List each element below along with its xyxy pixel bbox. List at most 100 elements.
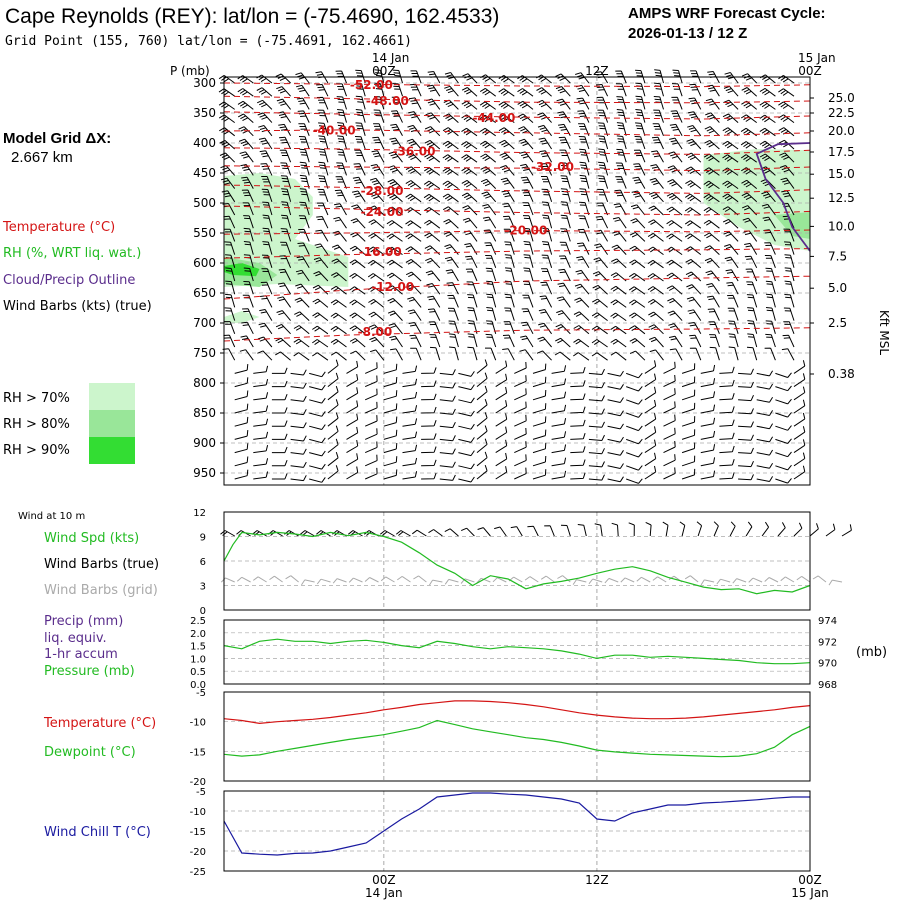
upper-barb-399	[723, 231, 739, 242]
upper-barb-862	[700, 430, 716, 440]
upper-barb-607	[555, 324, 571, 335]
upper-barb-329	[579, 201, 590, 216]
upper-barb-377	[315, 229, 329, 242]
upper-barb-94	[237, 113, 254, 123]
upper-barb-228	[424, 167, 441, 176]
upper-barb-464	[784, 254, 795, 268]
upper-barb-735	[644, 373, 657, 388]
upper-barb-715	[271, 380, 288, 388]
upper-barb-286	[351, 190, 366, 203]
upper-barb-450	[523, 254, 534, 268]
upper-barb-295	[521, 189, 534, 203]
upper-barb-38	[355, 82, 366, 97]
upper-barb-953	[663, 467, 676, 480]
upper-barb-470	[313, 271, 329, 282]
upper-barb-428	[685, 246, 702, 255]
upper-barb-381	[386, 233, 403, 242]
upper-barb-462	[744, 255, 758, 269]
upper-barb-771	[738, 394, 754, 402]
forecast-cycle-label: AMPS WRF Forecast Cycle:	[628, 5, 826, 22]
upper-barb-805	[793, 399, 806, 414]
sfc-barb-grid-32	[732, 578, 747, 584]
upper-barb-139	[498, 127, 515, 137]
page-title: Cape Reynolds (REY): lat/lon = (-75.4690…	[5, 5, 499, 28]
upper-barb-614	[688, 322, 702, 335]
upper-barb-517	[610, 285, 627, 295]
upper-barb-807	[253, 418, 269, 427]
upper-barb-115	[635, 109, 646, 123]
upper-barb-100	[355, 109, 366, 123]
grid-point-subtitle: Grid Point (155, 760) lat/lon = (-75.469…	[5, 34, 412, 49]
sfc-barb-grid-36	[796, 575, 811, 583]
upper-barb-943	[476, 464, 488, 480]
upper-barb-213	[722, 154, 739, 163]
upper-barb-438	[296, 256, 310, 269]
sfc-barb-true-29	[696, 521, 703, 537]
p3-axis-label-0: -5	[196, 688, 206, 699]
upper-barb-469	[295, 269, 310, 282]
upper-barb-37	[336, 83, 347, 97]
upper-barb-867	[793, 426, 806, 440]
upper-barb-872	[309, 450, 326, 457]
upper-barb-182	[722, 140, 739, 150]
height-tick-label-9: 2.5	[828, 316, 847, 330]
upper-barb-339	[761, 203, 776, 216]
upper-barb-706	[681, 363, 696, 374]
upper-barb-346	[316, 216, 329, 229]
upper-barb-931	[253, 471, 269, 480]
upper-barb-800	[700, 404, 716, 414]
precip-pressure-panel: Precip (mm) liq. equiv. 1-hr accum Press…	[44, 614, 887, 691]
upper-barb-649	[765, 333, 776, 348]
upper-barb-284	[317, 188, 329, 202]
upper-barb-205	[579, 148, 590, 163]
upper-barb-388	[523, 227, 534, 242]
upper-barb-934	[309, 477, 326, 483]
p2-axis-label-5: 2.5	[190, 616, 206, 627]
upper-barb-675	[669, 348, 683, 361]
upper-barb-325	[502, 203, 515, 216]
isotherm-label-1: -48.00	[366, 94, 409, 108]
upper-barb-585	[727, 307, 739, 321]
isotherm-4	[223, 147, 811, 155]
upper-barb-277	[760, 178, 776, 189]
upper-barb-289	[405, 193, 422, 203]
upper-barb-556	[765, 293, 776, 308]
upper-barb-845	[383, 429, 398, 440]
upper-barb-31	[218, 88, 235, 97]
upper-barb-131	[355, 122, 366, 136]
upper-barb-267	[579, 174, 590, 189]
sfc-barb-true-22	[577, 524, 587, 537]
upper-barb-513	[540, 281, 553, 295]
upper-barb-3	[275, 73, 291, 84]
upper-barb-45	[479, 87, 496, 97]
upper-barb-420	[542, 241, 553, 255]
upper-barb-648	[747, 333, 758, 348]
upper-barb-43	[444, 85, 459, 97]
upper-barb-731	[570, 380, 586, 388]
upper-barb-642	[629, 338, 646, 348]
upper-barb-488	[647, 273, 664, 282]
upper-barb-676	[689, 347, 702, 361]
upper-barb-916	[551, 457, 567, 467]
upper-barb-75	[461, 100, 478, 110]
upper-barb-66	[296, 97, 310, 110]
upper-barb-375	[280, 228, 292, 242]
upper-barb-364	[648, 219, 664, 229]
wind-10m-panel: Wind at 10 m Wind Spd (kts) Wind Barbs (…	[18, 508, 852, 617]
upper-barb-51	[595, 84, 609, 97]
legend-rh70-label: RH > 70%	[3, 391, 70, 406]
upper-barb-274	[703, 180, 720, 190]
upper-barb-13	[462, 73, 478, 84]
p2-axis-label-1: 0.5	[190, 667, 206, 678]
top-date-label-2: 15 Jan	[798, 51, 836, 65]
upper-barb-225	[370, 164, 385, 176]
accum-label: 1-hr accum	[44, 647, 118, 662]
isotherm-label-2: -44.00	[472, 111, 515, 125]
upper-barb-245	[741, 167, 758, 176]
p-tick-label-600: 600	[193, 256, 216, 270]
upper-barb-357	[522, 215, 534, 229]
upper-barb-294	[501, 190, 515, 203]
upper-barb-293	[481, 191, 497, 203]
upper-barb-79	[536, 99, 552, 110]
upper-barb-369	[742, 217, 758, 229]
